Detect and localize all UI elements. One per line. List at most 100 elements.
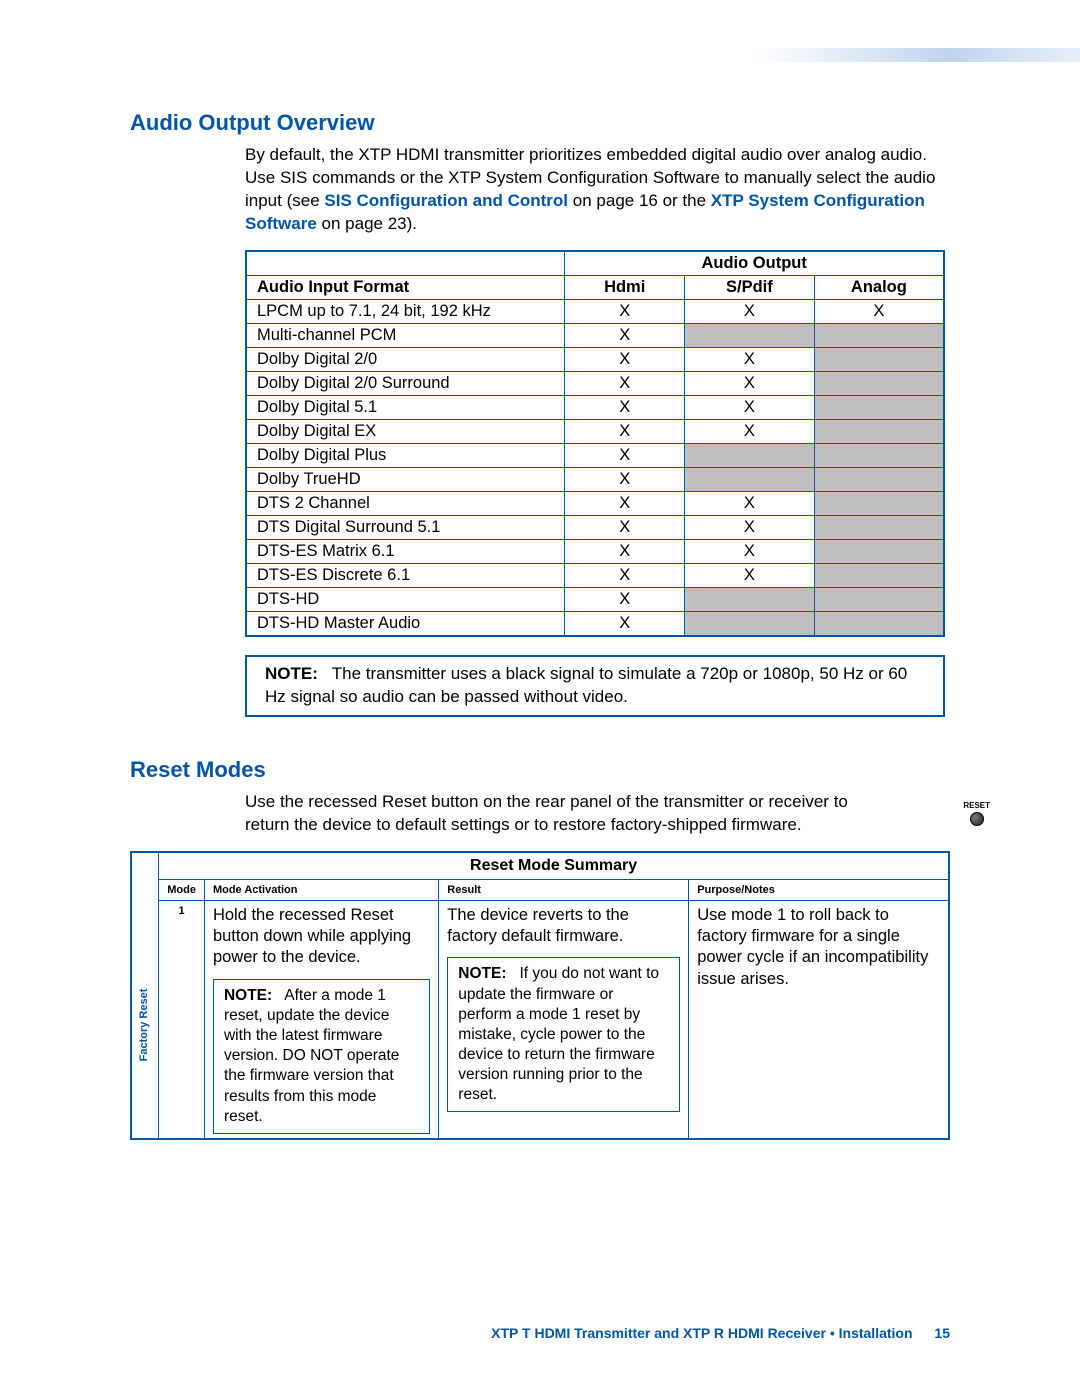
section-audio-title: Audio Output Overview	[130, 110, 950, 136]
cell-format: Dolby Digital Plus	[246, 443, 565, 467]
cell-result: The device reverts to the factory defaul…	[439, 900, 689, 1139]
cell-activation: Hold the recessed Reset button down whil…	[204, 900, 438, 1139]
cell-spdif	[685, 443, 815, 467]
cell-spdif: X	[685, 539, 815, 563]
act-note-label: NOTE:	[224, 987, 272, 1004]
cell-spdif: X	[685, 563, 815, 587]
cell-format: DTS-ES Discrete 6.1	[246, 563, 565, 587]
mode-number: 1	[159, 900, 205, 1139]
cell-format: DTS 2 Channel	[246, 491, 565, 515]
table-row: Dolby Digital 2/0XX	[246, 347, 944, 371]
cell-hdmi: X	[565, 371, 685, 395]
cell-spdif: X	[685, 347, 815, 371]
cell-spdif	[685, 467, 815, 491]
page-content: Audio Output Overview By default, the XT…	[130, 110, 950, 1140]
cell-hdmi: X	[565, 299, 685, 323]
cell-format: Dolby Digital 2/0 Surround	[246, 371, 565, 395]
hdr-activation: Mode Activation	[204, 879, 438, 900]
audio-note-box: NOTE: The transmitter uses a black signa…	[245, 655, 945, 717]
link-sis-config[interactable]: SIS Configuration and Control	[324, 191, 568, 210]
table-row: Dolby Digital PlusX	[246, 443, 944, 467]
cell-analog	[814, 443, 944, 467]
cell-analog	[814, 587, 944, 611]
cell-spdif: X	[685, 515, 815, 539]
cell-hdmi: X	[565, 539, 685, 563]
table-row: Dolby Digital 2/0 SurroundXX	[246, 371, 944, 395]
cell-hdmi: X	[565, 587, 685, 611]
audio-intro: By default, the XTP HDMI transmitter pri…	[245, 144, 950, 236]
reset-mode-table: Reset Mode Summary Mode Mode Activation …	[130, 851, 950, 1140]
audio-output-header: Audio Output	[565, 251, 944, 276]
table-row: Dolby Digital EXXX	[246, 419, 944, 443]
reset-button-icon: RESET	[963, 801, 990, 826]
cell-spdif	[685, 587, 815, 611]
factory-reset-vlabel: Factory Reset	[138, 985, 150, 1065]
intro-part3: on page 23).	[322, 214, 417, 233]
activation-text: Hold the recessed Reset button down whil…	[213, 905, 430, 969]
reset-summary-title: Reset Mode Summary	[159, 852, 949, 880]
cell-hdmi: X	[565, 491, 685, 515]
table-row: DTS Digital Surround 5.1XX	[246, 515, 944, 539]
col-format: Audio Input Format	[246, 275, 565, 299]
purpose-text: Use mode 1 to roll back to factory firmw…	[697, 905, 940, 991]
cell-hdmi: X	[565, 515, 685, 539]
table-row: DTS-ES Discrete 6.1XX	[246, 563, 944, 587]
cell-format: Multi-channel PCM	[246, 323, 565, 347]
cell-hdmi: X	[565, 563, 685, 587]
cell-spdif: X	[685, 371, 815, 395]
page-footer: XTP T HDMI Transmitter and XTP R HDMI Re…	[491, 1325, 950, 1341]
table-row: LPCM up to 7.1, 24 bit, 192 kHzXXX	[246, 299, 944, 323]
section-reset-title: Reset Modes	[130, 757, 950, 783]
cell-purpose: Use mode 1 to roll back to factory firmw…	[689, 900, 949, 1139]
cell-analog	[814, 611, 944, 636]
cell-spdif: X	[685, 395, 815, 419]
cell-spdif: X	[685, 419, 815, 443]
table-row: DTS 2 ChannelXX	[246, 491, 944, 515]
intro-part2: on page 16 or the	[573, 191, 711, 210]
table-row: DTS-HD Master AudioX	[246, 611, 944, 636]
note-text: The transmitter uses a black signal to s…	[265, 664, 907, 706]
reset-dot-icon	[970, 812, 984, 826]
cell-analog: X	[814, 299, 944, 323]
cell-analog	[814, 323, 944, 347]
table-row: DTS-HDX	[246, 587, 944, 611]
result-text: The device reverts to the factory defaul…	[447, 905, 680, 948]
cell-analog	[814, 371, 944, 395]
cell-format: LPCM up to 7.1, 24 bit, 192 kHz	[246, 299, 565, 323]
top-gradient-bar	[0, 48, 1080, 62]
cell-format: Dolby Digital EX	[246, 419, 565, 443]
cell-analog	[814, 419, 944, 443]
note-label: NOTE:	[265, 664, 318, 683]
activation-note: NOTE: After a mode 1 reset, update the d…	[213, 979, 430, 1134]
cell-analog	[814, 467, 944, 491]
cell-spdif	[685, 323, 815, 347]
cell-hdmi: X	[565, 443, 685, 467]
cell-hdmi: X	[565, 323, 685, 347]
cell-hdmi: X	[565, 419, 685, 443]
col-spdif: S/Pdif	[685, 275, 815, 299]
cell-format: Dolby Digital 5.1	[246, 395, 565, 419]
hdr-purpose: Purpose/Notes	[689, 879, 949, 900]
cell-spdif: X	[685, 299, 815, 323]
cell-analog	[814, 395, 944, 419]
hdr-result: Result	[439, 879, 689, 900]
audio-output-table: Audio Output Audio Input Format Hdmi S/P…	[245, 250, 945, 637]
cell-hdmi: X	[565, 347, 685, 371]
result-note: NOTE: If you do not want to update the f…	[447, 957, 680, 1112]
res-note-text: If you do not want to update the firmwar…	[458, 965, 659, 1103]
table-row: DTS-ES Matrix 6.1XX	[246, 539, 944, 563]
col-analog: Analog	[814, 275, 944, 299]
cell-format: DTS-HD Master Audio	[246, 611, 565, 636]
table-row: Dolby Digital 5.1XX	[246, 395, 944, 419]
cell-analog	[814, 539, 944, 563]
table-row: Dolby TrueHDX	[246, 467, 944, 491]
cell-analog	[814, 347, 944, 371]
cell-spdif: X	[685, 491, 815, 515]
cell-hdmi: X	[565, 395, 685, 419]
cell-format: Dolby Digital 2/0	[246, 347, 565, 371]
col-hdmi: Hdmi	[565, 275, 685, 299]
cell-spdif	[685, 611, 815, 636]
reset-intro: Use the recessed Reset button on the rea…	[245, 791, 855, 837]
cell-hdmi: X	[565, 467, 685, 491]
act-note-text: After a mode 1 reset, update the device …	[224, 987, 399, 1125]
